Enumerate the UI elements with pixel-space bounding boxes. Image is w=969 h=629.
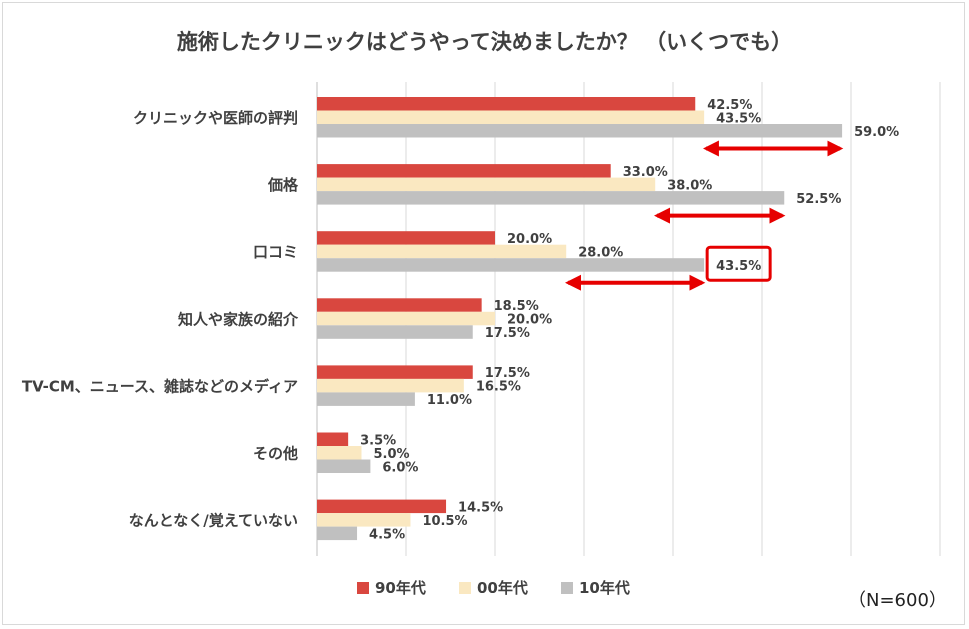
data-label: 16.5% xyxy=(476,380,521,395)
bar xyxy=(317,378,464,393)
data-label: 11.0% xyxy=(427,393,472,408)
category-label: 知人や家族の紹介 xyxy=(178,310,299,328)
legend-label: 90年代 xyxy=(375,579,426,597)
bar xyxy=(317,499,447,514)
bar xyxy=(317,446,362,460)
data-label: 20.0% xyxy=(507,313,552,328)
data-label: 52.5% xyxy=(796,192,841,207)
data-label: 42.5% xyxy=(707,98,752,113)
bar xyxy=(317,513,411,527)
data-label: 43.5% xyxy=(716,259,761,274)
data-label: 3.5% xyxy=(360,433,396,448)
bar xyxy=(317,392,415,406)
bar xyxy=(317,325,473,339)
bar xyxy=(317,191,785,205)
data-label: 6.0% xyxy=(382,460,418,475)
legend-swatch xyxy=(561,582,573,594)
category-label: 価格 xyxy=(267,176,299,194)
category-label: なんとなく/覚えていない xyxy=(129,512,298,530)
category-label: クリニックや医師の評判 xyxy=(133,109,298,127)
bar xyxy=(317,365,473,379)
data-label: 4.5% xyxy=(369,527,405,542)
bar xyxy=(317,244,567,259)
chart-title: 施術したクリニックはどうやって決めましたか？ （いくつでも） xyxy=(176,30,793,54)
legend-swatch xyxy=(357,582,369,594)
category-label: その他 xyxy=(253,445,298,463)
bar xyxy=(317,298,482,312)
data-label: 38.0% xyxy=(667,178,712,193)
bar xyxy=(317,231,495,245)
data-label: 33.0% xyxy=(623,165,668,180)
data-label: 5.0% xyxy=(374,447,410,462)
data-label: 17.5% xyxy=(485,326,530,341)
bar xyxy=(317,124,843,138)
category-label: TV-CM、ニュース、雑誌などのメディア xyxy=(22,377,298,395)
data-label: 10.5% xyxy=(422,514,467,529)
sample-size-note: （N=600） xyxy=(848,590,947,611)
bar xyxy=(317,164,611,178)
bar xyxy=(317,177,656,192)
data-label: 28.0% xyxy=(578,245,623,260)
bar xyxy=(317,459,371,473)
bar xyxy=(317,110,705,124)
data-label: 20.0% xyxy=(507,232,552,247)
legend-label: 10年代 xyxy=(579,579,630,597)
bar xyxy=(317,432,349,446)
legend-label: 00年代 xyxy=(477,579,528,597)
bar xyxy=(317,258,705,272)
highlight-box xyxy=(705,245,772,282)
legend-swatch xyxy=(459,582,471,594)
data-label: 43.5% xyxy=(716,111,761,126)
category-label: 口コミ xyxy=(253,243,298,261)
data-label: 14.5% xyxy=(458,500,503,515)
data-label: 17.5% xyxy=(485,366,530,381)
data-label: 59.0% xyxy=(854,125,899,140)
bar xyxy=(317,311,495,326)
bar xyxy=(317,526,358,541)
bar xyxy=(317,97,696,111)
data-label: 18.5% xyxy=(494,299,539,314)
